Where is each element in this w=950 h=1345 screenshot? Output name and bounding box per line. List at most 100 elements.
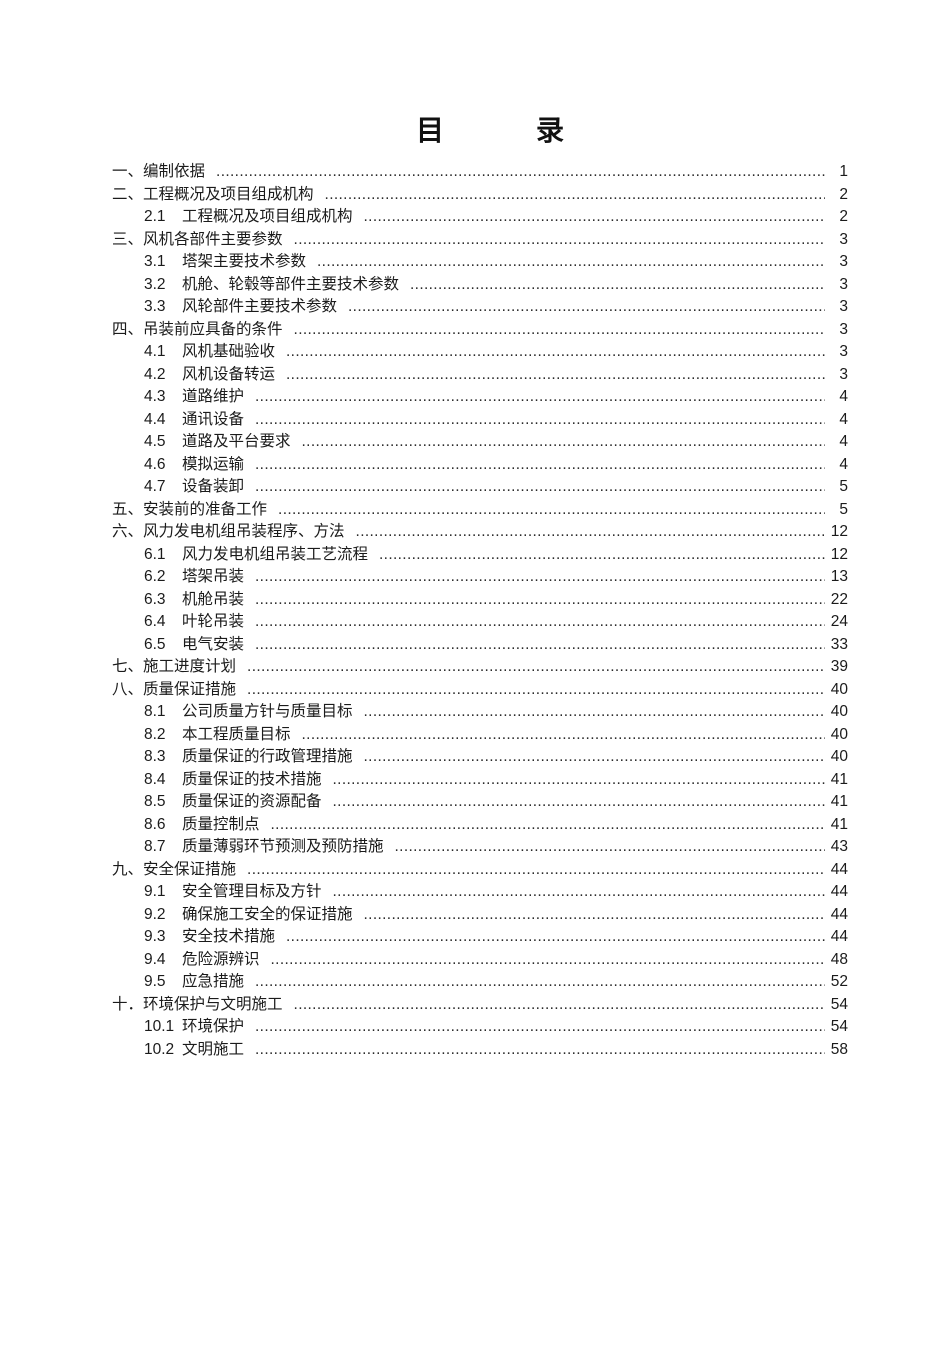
toc-entry-page: 24 xyxy=(830,613,848,630)
dot-leader: ........................................… xyxy=(286,365,825,383)
toc-entry-label: 风机基础验收 xyxy=(182,343,276,360)
toc-entry-label: 施工进度计划 xyxy=(143,658,237,675)
toc-entry: 8.7 质量薄弱环节预测及预防措施 ......................… xyxy=(112,836,848,859)
toc-entry-page: 2 xyxy=(839,208,848,225)
dot-leader: ........................................… xyxy=(255,410,825,428)
toc-entry-number: 9.5 xyxy=(144,973,166,990)
toc-entry-page: 13 xyxy=(830,568,848,585)
dot-leader: ........................................… xyxy=(363,748,825,765)
toc-entry: 九、 安全保证措施 ..............................… xyxy=(112,859,848,882)
toc-entry-label: 安装前的准备工作 xyxy=(143,500,268,518)
toc-entry-label: 确保施工安全的保证措施 xyxy=(182,905,353,923)
toc-entry-page: 4 xyxy=(839,433,848,450)
toc-entry-label: 质量保证措施 xyxy=(143,680,237,698)
toc-entry: 4.3 道路维护 ...............................… xyxy=(112,386,848,409)
toc-entry: 8.1 公司质量方针与质量目标 ........................… xyxy=(112,701,848,724)
toc-entry-label: 通讯设备 xyxy=(182,410,245,428)
toc-entry: 8.6 质量控制点 ..............................… xyxy=(112,814,848,837)
toc-entry-label: 质量保证的资源配备 xyxy=(182,793,322,810)
toc-entry-label: 安全管理目标及方针 xyxy=(182,883,322,900)
toc-entry-page: 12 xyxy=(830,523,848,540)
toc-entry: 八、 质量保证措施 ..............................… xyxy=(112,679,848,702)
dot-leader: ........................................… xyxy=(332,883,825,900)
toc-entry-page: 39 xyxy=(830,658,848,675)
toc-entry-label: 风力发电机组吊装工艺流程 xyxy=(182,545,369,563)
toc-entry: 10.1 环境保护 ..............................… xyxy=(112,1016,848,1039)
toc-entry-number: 8.5 xyxy=(144,793,166,810)
toc-entry-label: 机舱吊装 xyxy=(182,590,245,608)
toc-entry: 4.7 设备装卸 ...............................… xyxy=(112,476,848,499)
toc-entry-number: 3.1 xyxy=(144,253,166,270)
toc-entry: 6.2 塔架吊装 ...............................… xyxy=(112,566,848,589)
dot-leader: ........................................… xyxy=(247,680,825,698)
toc-entry-page: 4 xyxy=(839,455,848,473)
toc-entry-label: 模拟运输 xyxy=(182,455,245,473)
toc-entry-label: 风轮部件主要技术参数 xyxy=(182,298,338,315)
toc-entry-label: 工程概况及项目组成机构 xyxy=(182,208,353,225)
dot-leader: ........................................… xyxy=(410,275,825,293)
toc-entry-label: 道路及平台要求 xyxy=(182,433,291,450)
toc-entry-page: 54 xyxy=(830,1018,848,1035)
toc-entry-label: 安全技术措施 xyxy=(182,928,276,945)
dot-leader: ........................................… xyxy=(363,208,825,225)
dot-leader: ........................................… xyxy=(286,343,825,360)
toc-entry: 6.5 电气安装 ...............................… xyxy=(112,634,848,657)
toc-entry: 4.6 模拟运输 ...............................… xyxy=(112,454,848,477)
dot-leader: ........................................… xyxy=(255,455,825,473)
toc-entry-number: 六、 xyxy=(112,523,144,540)
toc-entry: 10.2 文明施工 ..............................… xyxy=(112,1039,848,1062)
toc-entry: 8.2 本工程质量目标 ............................… xyxy=(112,724,848,747)
toc-entry-number: 10.2 xyxy=(144,1040,175,1058)
dot-leader: ........................................… xyxy=(255,973,825,990)
toc-entry-number: 6.4 xyxy=(144,613,166,630)
dot-leader: ........................................… xyxy=(348,298,825,315)
toc-entry-page: 44 xyxy=(830,883,848,900)
toc-entry-number: 4.7 xyxy=(144,478,166,495)
dot-leader: ........................................… xyxy=(293,995,825,1013)
dot-leader: ........................................… xyxy=(324,185,825,203)
toc-entry: 一、 编制依据 ................................… xyxy=(112,161,848,184)
toc-entry: 6.4 叶轮吊装 ...............................… xyxy=(112,611,848,634)
toc-entry-label: 吊装前应具备的条件 xyxy=(143,320,283,338)
dot-leader: ........................................… xyxy=(286,928,825,945)
dot-leader: ........................................… xyxy=(394,838,825,855)
toc-entry-page: 33 xyxy=(830,635,848,653)
dot-leader: ........................................… xyxy=(216,163,825,180)
toc-entry-label: 应急措施 xyxy=(182,973,245,990)
toc-entry-label: 环境保护 xyxy=(182,1018,245,1035)
toc-entry-number: 8.3 xyxy=(144,748,166,765)
toc-entry-label: 叶轮吊装 xyxy=(182,613,245,630)
page-title: 目 录 xyxy=(15,117,950,145)
toc-entry: 3.1 塔架主要技术参数 ...........................… xyxy=(112,251,848,274)
toc-entry-number: 2.1 xyxy=(144,208,166,225)
dot-leader: ........................................… xyxy=(332,793,825,810)
toc-entry-page: 3 xyxy=(839,343,848,360)
toc-entry-label: 风机设备转运 xyxy=(182,365,276,383)
toc-entry-number: 6.3 xyxy=(144,590,166,608)
toc-entry-page: 5 xyxy=(839,500,848,518)
toc-entry-number: 八、 xyxy=(112,680,144,698)
dot-leader: ........................................… xyxy=(255,388,825,405)
toc-entry-page: 3 xyxy=(839,253,848,270)
dot-leader: ........................................… xyxy=(278,500,825,518)
toc-entry-label: 塔架主要技术参数 xyxy=(182,253,307,270)
toc-entry-number: 4.4 xyxy=(144,410,166,428)
toc-entry-number: 9.4 xyxy=(144,950,166,968)
toc-entry-label: 设备装卸 xyxy=(182,478,245,495)
toc-entry: 4.5 道路及平台要求 ............................… xyxy=(112,431,848,454)
toc-entry-label: 机舱、轮毂等部件主要技术参数 xyxy=(182,275,400,293)
toc-entry-page: 3 xyxy=(839,275,848,293)
toc-entry-number: 8.1 xyxy=(144,703,166,720)
toc-entry-number: 3.2 xyxy=(144,275,166,293)
toc-entry: 六、 风力发电机组吊装程序、方法 .......................… xyxy=(112,521,848,544)
dot-leader: ........................................… xyxy=(255,568,825,585)
toc-entry-number: 3.3 xyxy=(144,298,166,315)
toc-entry-number: 九、 xyxy=(112,860,144,878)
dot-leader: ........................................… xyxy=(255,613,825,630)
toc-entry-label: 质量保证的技术措施 xyxy=(182,770,322,788)
dot-leader: ........................................… xyxy=(270,950,825,968)
toc-entry-number: 十． xyxy=(112,995,144,1013)
toc-entry-page: 41 xyxy=(830,770,848,788)
toc-entry-number: 6.5 xyxy=(144,635,166,653)
toc-entry: 8.5 质量保证的资源配备 ..........................… xyxy=(112,791,848,814)
